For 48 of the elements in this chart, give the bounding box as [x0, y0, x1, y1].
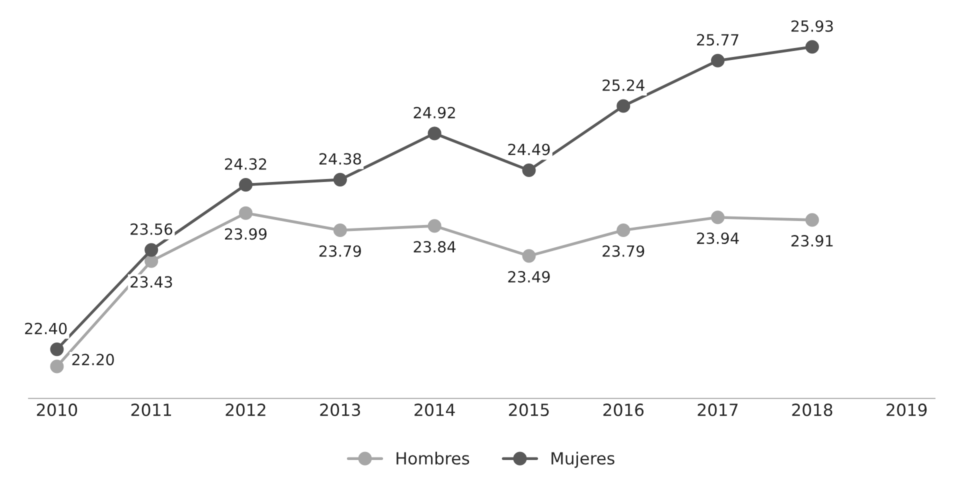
data-label: 24.49 — [508, 144, 550, 156]
point — [50, 342, 64, 356]
legend-label: Hombres — [396, 452, 470, 465]
point — [711, 54, 725, 68]
point — [805, 40, 819, 54]
point — [616, 99, 630, 113]
data-label: 25.77 — [697, 34, 738, 46]
point — [144, 254, 158, 268]
legend-label: Mujeres — [552, 452, 614, 468]
point — [711, 210, 725, 224]
x-tick-label: 2017 — [698, 404, 738, 416]
x-tick-label: 2011 — [131, 404, 172, 416]
data-label: 23.99 — [225, 228, 267, 240]
data-label: 25.24 — [602, 79, 644, 91]
point — [238, 178, 253, 192]
x-tick-label: 2018 — [792, 404, 832, 416]
data-label: 23.91 — [791, 235, 833, 247]
point — [333, 223, 347, 237]
data-label: 23.84 — [414, 241, 456, 253]
data-label: 23.79 — [602, 245, 644, 257]
data-label: 23.49 — [508, 271, 550, 283]
point — [616, 223, 630, 237]
point — [144, 243, 158, 257]
point — [238, 206, 253, 220]
point — [333, 172, 347, 186]
data-label: 23.43 — [130, 276, 172, 288]
point — [522, 163, 536, 178]
x-tick-label: 2010 — [36, 404, 78, 416]
point — [522, 249, 536, 263]
data-label: 24.92 — [414, 106, 455, 118]
point — [428, 219, 442, 233]
x-tick-label: 2013 — [320, 404, 360, 416]
data-label: 23.79 — [319, 245, 361, 257]
data-label: 24.38 — [319, 153, 361, 165]
x-tick-label: 2012 — [226, 404, 266, 416]
data-label: 24.32 — [225, 158, 266, 170]
data-label: 22.40 — [25, 322, 67, 334]
data-label: 22.20 — [72, 354, 114, 366]
data-label: 25.93 — [791, 20, 833, 32]
x-tick-label: 2019 — [886, 404, 927, 416]
data-label: 23.94 — [697, 232, 739, 244]
x-tick-label: 2016 — [603, 404, 644, 416]
point — [428, 126, 442, 140]
x-tick-label: 2014 — [414, 404, 455, 416]
data-label: 23.56 — [130, 223, 172, 235]
x-tick-label: 2015 — [508, 404, 549, 416]
point — [50, 360, 64, 374]
point — [805, 213, 819, 227]
